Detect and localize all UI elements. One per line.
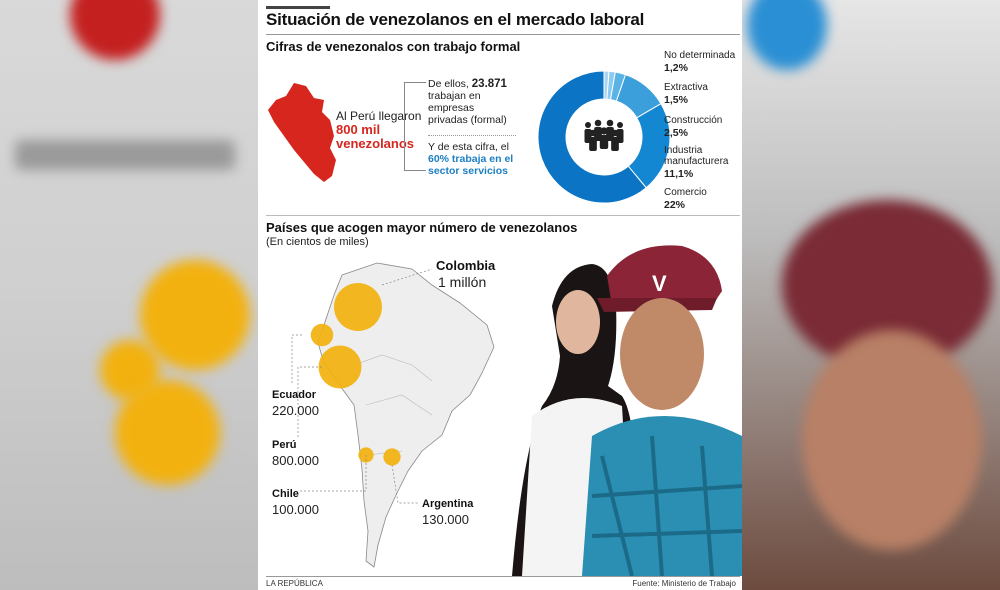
infographic-panel: Situación de venezolanos en el mercado l… (258, 0, 742, 590)
note-private-companies: De ellos, 23.871 trabajan en empresas pr… (428, 78, 516, 126)
chile-label: Chile (272, 488, 299, 500)
bubble-ecuador (310, 323, 334, 347)
peru-map-icon (268, 83, 336, 182)
legend-item-comercio: Comercio 22% (664, 187, 742, 211)
donut-chart (537, 70, 671, 204)
legend-value: 1,2% (664, 62, 688, 74)
legend-label: Construcción (664, 115, 723, 126)
section-divider (266, 215, 740, 216)
top-accent-bar (266, 6, 330, 9)
blurred-background-left (0, 0, 258, 590)
note1-number: 23.871 (471, 78, 507, 90)
dotted-divider (428, 135, 516, 136)
blurred-bubble (115, 380, 220, 485)
note2-pre: Y de esta cifra, el (428, 141, 509, 153)
infographic-title: Situación de venezolanos en el mercado l… (266, 10, 645, 29)
leader-line (298, 455, 367, 492)
note1-post: trabajan en empresas privadas (formal) (428, 90, 507, 126)
leader-line (391, 464, 418, 504)
blurred-blue-shape (747, 0, 827, 70)
leader-line (291, 334, 302, 385)
chile-value: 100.000 (272, 502, 319, 517)
legend-item-no-determinada: No determinada 1,2% (664, 50, 742, 74)
legend-value: 2,5% (664, 127, 688, 139)
argentina-label: Argentina (422, 498, 474, 510)
blurred-face (802, 330, 982, 550)
legend-item-industria: Industria manufacturera 11,1% (664, 145, 742, 180)
note1-pre: De ellos, (428, 78, 469, 90)
people-photo: V (512, 245, 742, 576)
source-credit: Fuente: Ministerio de Trabajo (632, 579, 736, 588)
intro-highlight-number: 800 mil (336, 122, 381, 137)
leader-line (381, 268, 433, 286)
legend-item-construccion: Construcción 2,5% (664, 115, 742, 139)
intro-highlight-word: venezolanos (336, 136, 415, 151)
bubble-colombia (334, 283, 382, 331)
peru-value: 800.000 (272, 453, 319, 468)
bracket-line (404, 170, 426, 171)
peru-label: Perú (272, 439, 297, 451)
legend-value: 22% (664, 199, 686, 211)
footer-divider (266, 576, 740, 577)
legend-label: Extractiva (664, 82, 708, 93)
legend-label: Industria manufacturera (664, 145, 729, 167)
bracket-line (404, 82, 426, 83)
bracket-line (404, 82, 405, 170)
colombia-value: 1 millón (438, 274, 487, 290)
section1-subtitle: Cifras de venezonalos con trabajo formal (266, 39, 521, 54)
bubble-argentina (383, 448, 401, 466)
blurred-red-shape (70, 0, 160, 60)
donut-slice-servicios (537, 70, 647, 204)
people-group-icon (584, 119, 624, 151)
argentina-value: 130.000 (422, 512, 469, 527)
section2-subtitle: (En cientos de miles) (266, 236, 369, 248)
svg-text:V: V (652, 271, 667, 296)
legend-label: No determinada (664, 50, 736, 61)
legend-item-extractiva: Extractiva 1,5% (664, 82, 742, 106)
title-divider (266, 34, 740, 35)
section2-title: Países que acogen mayor número de venezo… (266, 220, 578, 235)
bubble-peru (318, 345, 362, 389)
note-services-sector: Y de esta cifra, el 60% trabaja en el se… (428, 141, 518, 177)
leader-line (297, 366, 322, 439)
blurred-text-band (15, 140, 235, 170)
publisher-credit: LA REPÚBLICA (266, 579, 323, 588)
legend-value: 11,1% (664, 168, 694, 180)
intro-line: Al Perú llegaron (336, 109, 422, 123)
legend-value: 1,5% (664, 94, 688, 106)
ecuador-value: 220.000 (272, 403, 319, 418)
intro-text: Al Perú llegaron 800 mil venezolanos (336, 109, 436, 151)
legend-label: Comercio (664, 187, 707, 198)
blurred-bubble (140, 260, 250, 370)
colombia-label: Colombia (436, 258, 496, 273)
note2-highlight: 60% trabaja en el sector servicios (428, 153, 514, 177)
south-america-map-icon (291, 262, 495, 568)
ecuador-label: Ecuador (272, 389, 317, 401)
blurred-background-right (742, 0, 1000, 590)
